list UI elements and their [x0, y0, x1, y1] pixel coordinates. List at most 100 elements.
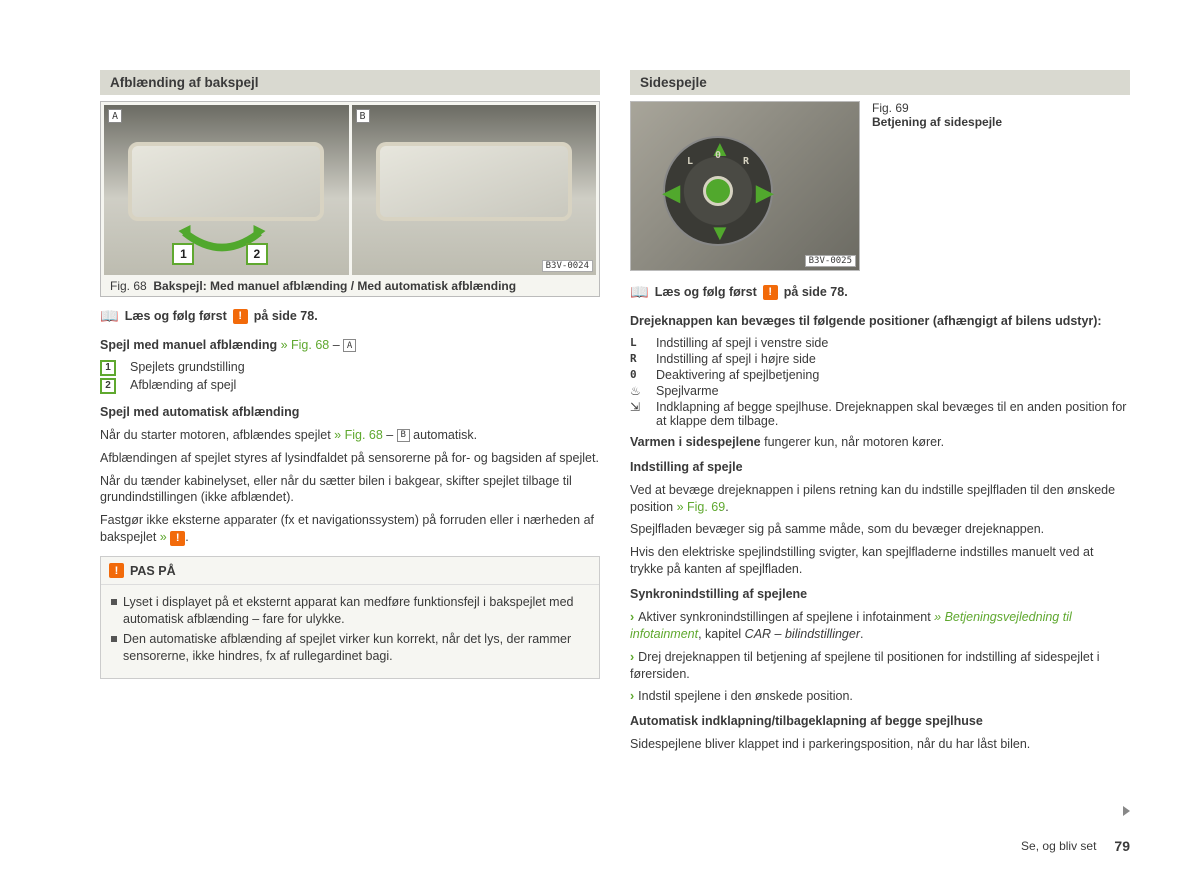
sync-title: Synkronindstilling af spejlene: [630, 586, 1130, 603]
auto-p1: Når du starter motoren, afblændes spejle…: [100, 427, 600, 444]
sync-s1-d: .: [860, 627, 863, 641]
figure-69-caption-side: Fig. 69 Betjening af sidespejle: [872, 101, 1130, 271]
left-column: Afblænding af bakspejl A 1 2 B: [100, 70, 600, 759]
heat-icon: ♨: [630, 384, 648, 398]
row-heat-text: Spejlvarme: [656, 384, 719, 398]
fig68-link-2[interactable]: » Fig. 68: [334, 428, 383, 442]
notice-header: ! PAS PÅ: [101, 557, 599, 585]
read-first-right: 📖 Læs og følg først ! på side 78.: [630, 283, 1130, 301]
key-L: L: [630, 336, 648, 349]
chevron-icon: ›: [630, 610, 634, 624]
read-first-pre: Læs og følg først: [125, 309, 227, 323]
manual-item-2: 2 Afblænding af spejl: [100, 378, 600, 394]
left-section-header: Afblænding af bakspejl: [100, 70, 600, 95]
notice-bullet-1: Lyset i displayet på et eksternt apparat…: [111, 594, 589, 628]
heat-a: Varmen i sidespejlene: [630, 435, 761, 449]
row-L: L Indstilling af spejl i venstre side: [630, 336, 1130, 350]
footer-section: Se, og bliv set: [1021, 839, 1096, 853]
key-0: 0: [630, 368, 648, 381]
notice-b1-text: Lyset i displayet på et eksternt apparat…: [123, 594, 589, 628]
read-first-post-r: på side 78.: [784, 285, 848, 299]
manual-item-2-text: Afblænding af spejl: [130, 378, 236, 392]
row-0: 0 Deaktivering af spejlbetjening: [630, 368, 1130, 382]
key-R: R: [630, 352, 648, 365]
notice-box: ! PAS PÅ Lyset i displayet på et ekstern…: [100, 556, 600, 679]
warning-icon-notice: !: [109, 563, 124, 578]
row-heat: ♨ Spejlvarme: [630, 384, 1130, 398]
figure-69-code: B3V-0025: [805, 255, 856, 267]
figure-69: ▲ ▼ ◀ ▶ L 0 R B3V-0025 Fig. 69 Betjening…: [630, 101, 1130, 271]
figure-tag-a: A: [108, 109, 122, 123]
adj-p1: Ved at bevæge drejeknappen i pilens retn…: [630, 482, 1130, 516]
sync-step-3: ›Indstil spejlene i den ønskede position…: [630, 688, 1130, 705]
right-section-header: Sidespejle: [630, 70, 1130, 95]
footer-page-number: 79: [1114, 838, 1130, 854]
auto-p1-a: Når du starter motoren, afblændes spejle…: [100, 428, 334, 442]
row-fold-text: Indklapning af begge spejlhuse. Drejekna…: [656, 400, 1130, 428]
page-footer: Se, og bliv set 79: [1021, 838, 1130, 854]
callout-box-2: 2: [246, 243, 268, 265]
row-fold: ⇲ Indklapning af begge spejlhuse. Drejekn…: [630, 400, 1130, 428]
mirror-knob-icon: ▲ ▼ ◀ ▶ L 0 R: [663, 136, 773, 246]
page-columns: Afblænding af bakspejl A 1 2 B: [100, 70, 1130, 759]
figure-68: A 1 2 B B3V-0024 Fig. 68 Ba: [100, 101, 600, 297]
fold-p: Sidespejlene bliver klappet ind i parker…: [630, 736, 1130, 753]
adj-title: Indstilling af spejle: [630, 459, 1130, 476]
auto-p1-c: automatisk.: [410, 428, 477, 442]
notice-title: PAS PÅ: [130, 564, 176, 578]
figure-code: B3V-0024: [542, 260, 593, 272]
fold-icon: ⇲: [630, 400, 648, 414]
auto-p4-b: .: [185, 530, 188, 544]
figure-69-image: ▲ ▼ ◀ ▶ L 0 R B3V-0025: [630, 101, 860, 271]
sync-s1-c: CAR – bilindstillinger: [745, 627, 860, 641]
callout-box-1: 1: [172, 243, 194, 265]
read-first-post: på side 78.: [254, 309, 318, 323]
fold-title: Automatisk indklapning/tilbageklapning a…: [630, 713, 1130, 730]
row-R-text: Indstilling af spejl i højre side: [656, 352, 816, 366]
auto-p4: Fastgør ikke eksterne apparater (fx et n…: [100, 512, 600, 546]
manual-dash: –: [329, 338, 343, 352]
row-R: R Indstilling af spejl i højre side: [630, 352, 1130, 366]
manual-title: Spejl med manuel afblænding » Fig. 68 – …: [100, 337, 600, 354]
warning-icon-inline: !: [170, 531, 185, 546]
sync-s1-b: , kapitel: [698, 627, 745, 641]
figure-68-caption-prefix: Fig. 68: [110, 279, 147, 293]
figure-68-image-a: A 1 2: [104, 105, 349, 275]
heat-b: fungerer kun, når motoren kører.: [761, 435, 944, 449]
box-b-ref: B: [397, 429, 410, 442]
book-icon: 📖: [630, 283, 649, 301]
sync-s3-text: Indstil spejlene i den ønskede position.: [638, 689, 853, 703]
manual-title-pre: Spejl med manuel afblænding: [100, 338, 281, 352]
manual-item-1: 1 Spejlets grundstilling: [100, 360, 600, 376]
notice-b2-text: Den automatiske afblænding af spejlet vi…: [123, 631, 589, 665]
sync-step-1: › Aktiver synkronindstillingen af spejlen…: [630, 609, 1130, 643]
row-0-text: Deaktivering af spejlbetjening: [656, 368, 819, 382]
auto-p2: Afblændingen af spejlet styres af lysind…: [100, 450, 600, 467]
adj-p3: Hvis den elektriske spejlindstilling svi…: [630, 544, 1130, 578]
book-icon: 📖: [100, 307, 119, 325]
manual-item-1-text: Spejlets grundstilling: [130, 360, 245, 374]
figure-tag-b: B: [356, 109, 370, 123]
sync-s1-a: Aktiver synkronindstillingen af spejlene…: [638, 610, 934, 624]
callout-1-inline: 1: [100, 360, 116, 376]
adj-p2: Spejlfladen bevæger sig på samme måde, s…: [630, 521, 1130, 538]
callout-2-inline: 2: [100, 378, 116, 394]
right-column: Sidespejle ▲ ▼ ◀ ▶ L 0 R B3V-0025 Fig. 6…: [630, 70, 1130, 759]
adj-p1-b: .: [725, 500, 728, 514]
read-first-left: 📖 Læs og følg først ! på side 78.: [100, 307, 600, 325]
fig69-link[interactable]: » Fig. 69: [677, 500, 726, 514]
chevron-icon: ›: [630, 650, 634, 664]
sync-step-2: ›Drej drejeknappen til betjening af spej…: [630, 649, 1130, 683]
row-L-text: Indstilling af spejl i venstre side: [656, 336, 828, 350]
warn-ref-link[interactable]: »: [160, 530, 170, 544]
box-a-ref: A: [343, 339, 356, 352]
fig69-prefix: Fig. 69: [872, 101, 909, 115]
warning-icon: !: [233, 309, 248, 324]
sync-s2-text: Drej drejeknappen til betjening af spejl…: [630, 650, 1100, 681]
fig68-link[interactable]: » Fig. 68: [281, 338, 330, 352]
continue-triangle-icon: [1123, 806, 1130, 816]
figure-68-caption: Fig. 68 Bakspejl: Med manuel afblænding …: [104, 275, 596, 293]
auto-p3: Når du tænder kabinelyset, eller når du …: [100, 473, 600, 507]
read-first-pre-r: Læs og følg først: [655, 285, 757, 299]
warning-icon-r: !: [763, 285, 778, 300]
